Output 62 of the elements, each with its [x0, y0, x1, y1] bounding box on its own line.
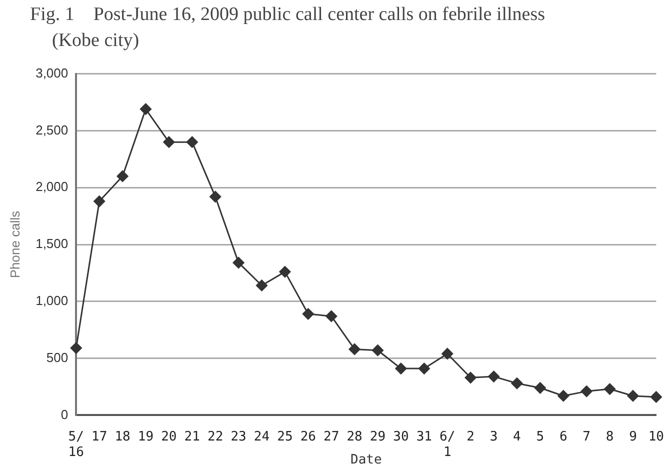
x-tick-label: 9 [629, 429, 637, 444]
x-tick-label: 25 [277, 429, 293, 444]
x-tick-label: 5 [536, 429, 544, 444]
point [94, 196, 106, 208]
x-tick-label: 18 [114, 429, 130, 444]
point [604, 383, 616, 395]
point [302, 308, 314, 320]
point [418, 362, 430, 374]
point [326, 310, 338, 322]
point [256, 280, 268, 292]
x-tick-label: 26 [300, 429, 316, 444]
y-tick-label: 3,000 [36, 65, 68, 80]
y-tick-label: 500 [46, 350, 68, 365]
point [348, 343, 360, 355]
point [372, 344, 384, 356]
x-tick-label: 23 [230, 429, 246, 444]
x-tick-label: 20 [161, 429, 177, 444]
x-tick-label: 5/16 [68, 429, 84, 460]
x-axis-title: Date [350, 452, 382, 468]
point [163, 136, 175, 148]
y-tick-label: 2,000 [36, 179, 68, 194]
y-tick-label: 0 [60, 406, 68, 422]
x-tick-label: 6/1 [440, 429, 456, 460]
y-tick-label: 1,500 [36, 236, 68, 252]
point [186, 136, 198, 148]
x-tick-label: 31 [416, 429, 432, 444]
x-tick-label: 19 [138, 429, 154, 444]
point [488, 370, 500, 382]
point [395, 362, 407, 374]
chart-title: Fig. 1 Post-June 16, 2009 public call center calls on febrile illness (Kobe city) [30, 3, 546, 53]
point [279, 266, 291, 278]
point [650, 391, 662, 403]
y-axis-title: Phone calls [7, 210, 22, 278]
point [464, 372, 476, 384]
x-tick-label: 2 [466, 429, 474, 444]
x-tick-label: 3 [490, 429, 498, 444]
x-tick-label: 8 [606, 429, 614, 444]
x-tick-label: 21 [184, 429, 200, 444]
x-tick-label: 4 [513, 429, 522, 444]
x-tick-label: 27 [324, 429, 340, 444]
point [627, 390, 639, 402]
point [558, 390, 570, 402]
point [70, 342, 82, 354]
x-tick-label: 29 [370, 429, 386, 444]
point [116, 170, 128, 182]
x-tick-label: 17 [92, 429, 108, 444]
x-tick-label: 10 [648, 429, 664, 444]
x-tick-label: 30 [393, 429, 409, 444]
point [511, 378, 523, 390]
y-tick-label: 1,000 [36, 292, 68, 308]
y-tick-label: 2,500 [36, 122, 68, 138]
point [580, 386, 592, 398]
x-tick-label: 28 [346, 429, 362, 444]
x-tick-label: 6 [559, 429, 568, 444]
point [140, 103, 152, 115]
x-tick-label: 22 [208, 429, 224, 444]
point [534, 382, 546, 394]
point [210, 190, 222, 202]
point [442, 348, 454, 360]
x-tick-label: 7 [582, 429, 590, 444]
point [232, 256, 244, 268]
x-tick-label: 24 [254, 429, 270, 444]
